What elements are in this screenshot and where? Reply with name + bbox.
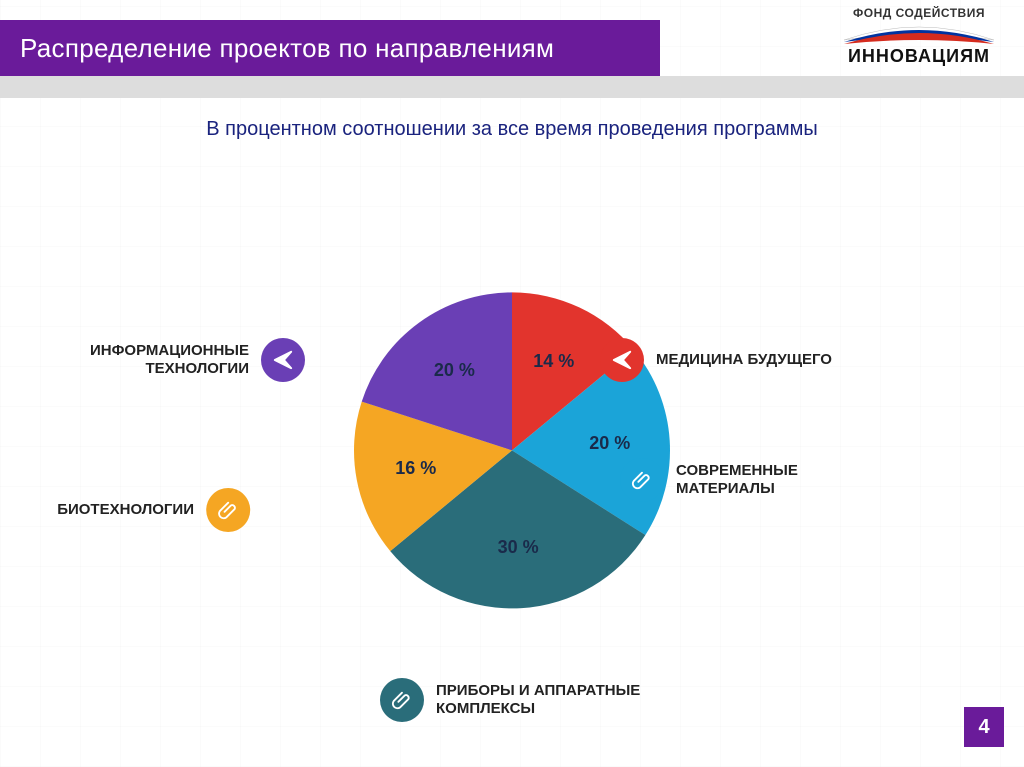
paperclip-icon — [380, 678, 424, 722]
page-number-badge: 4 — [964, 707, 1004, 747]
category-label-materials: СОВРЕМЕННЫЕ МАТЕРИАЛЫ — [676, 462, 896, 498]
category-it: ИНФОРМАЦИОННЫЕ ТЕХНОЛОГИИ — [29, 338, 305, 382]
slice-pct-it: 20 % — [434, 360, 475, 381]
logo-line2: ИННОВАЦИЯМ — [848, 46, 990, 67]
slice-pct-devices: 30 % — [498, 537, 539, 558]
category-label-biotech: БИОТЕХНОЛОГИИ — [57, 501, 194, 519]
category-materials: СОВРЕМЕННЫЕ МАТЕРИАЛЫ — [620, 458, 896, 502]
category-label-devices: ПРИБОРЫ И АППАРАТНЫЕ КОМПЛЕКСЫ — [436, 682, 656, 718]
category-medicine: МЕДИЦИНА БУДУЩЕГО — [600, 338, 832, 382]
slice-pct-biotech: 16 % — [395, 458, 436, 479]
category-label-medicine: МЕДИЦИНА БУДУЩЕГО — [656, 351, 832, 369]
nav-arrow-icon — [261, 338, 305, 382]
header-strip — [0, 76, 1024, 98]
logo: ФОНД СОДЕЙСТВИЯ ИННОВАЦИЯМ — [834, 6, 1004, 67]
slice-pct-medicine: 14 % — [533, 351, 574, 372]
slice-pct-materials: 20 % — [589, 433, 630, 454]
category-label-it: ИНФОРМАЦИОННЫЕ ТЕХНОЛОГИИ — [29, 342, 249, 378]
paperclip-icon — [206, 488, 250, 532]
logo-swoosh-icon — [839, 22, 999, 44]
subtitle: В процентном соотношении за все время пр… — [0, 118, 1024, 141]
nav-arrow-icon — [600, 338, 644, 382]
paperclip-icon — [620, 458, 664, 502]
category-biotech: БИОТЕХНОЛОГИИ — [57, 488, 250, 532]
page-number: 4 — [978, 716, 989, 739]
logo-line1: ФОНД СОДЕЙСТВИЯ — [853, 6, 985, 20]
title-band: Распределение проектов по направлениям — [0, 20, 660, 76]
page-title: Распределение проектов по направлениям — [20, 33, 554, 64]
chart-area: 14 % 20 % 30 % 16 % 20 % МЕДИЦИНА БУДУЩЕГО СО… — [0, 160, 1024, 727]
category-devices: ПРИБОРЫ И АППАРАТНЫЕ КОМПЛЕКСЫ — [380, 678, 656, 722]
